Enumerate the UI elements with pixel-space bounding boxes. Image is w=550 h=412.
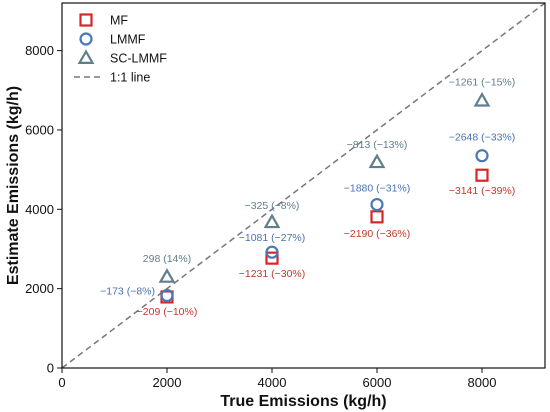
mf-point (475, 168, 489, 182)
legend-label-sc-lmmf: SC-LMMF (110, 52, 167, 66)
mf-data-label: −209 (−10%) (137, 306, 198, 318)
mf-point (370, 210, 384, 224)
lmmf-data-label: −2648 (−33%) (449, 132, 516, 144)
sc-lmmf-point (263, 213, 281, 229)
x-tick-label: 6000 (363, 375, 392, 390)
legend: MF LMMF SC-LMMF 1:1 line (74, 13, 167, 85)
y-tick-label: 6000 (25, 122, 54, 137)
lmmf-point (265, 245, 279, 259)
sc-lmmf-data-label: −813 (−13%) (347, 139, 408, 151)
y-axis: 0 2000 4000 6000 8000 (25, 43, 62, 376)
one-to-one-line (61, 2, 546, 369)
x-tick-label: 0 (58, 375, 65, 390)
lmmf-point (160, 288, 174, 303)
sc-lmmf-data-label: −1261 (−15%) (449, 77, 516, 89)
data-points (158, 91, 491, 304)
y-tick-label: 0 (47, 361, 54, 376)
sc-lmmf-data-label: 298 (14%) (143, 253, 191, 265)
sc-lmmf-data-label: −325 (−8%) (245, 200, 300, 212)
legend-marker-sc-lmmf (77, 49, 95, 64)
x-tick-label: 2000 (153, 375, 182, 390)
y-tick-label: 4000 (25, 202, 54, 217)
y-tick-label: 8000 (25, 43, 54, 58)
x-tick-label: 8000 (468, 375, 497, 390)
legend-label-mf: MF (110, 14, 128, 28)
mf-data-label: −2190 (−36%) (344, 228, 411, 240)
x-axis-label: True Emissions (kg/h) (220, 393, 386, 410)
y-tick-label: 2000 (25, 281, 54, 296)
legend-label-lmmf: LMMF (110, 33, 146, 47)
legend-marker-mf (79, 13, 93, 27)
data-labels: −209 (−10%) −1231 (−30%) −2190 (−36%) −3141… (100, 77, 515, 318)
sc-lmmf-point (368, 153, 386, 169)
lmmf-point (370, 197, 384, 212)
lmmf-data-label: −1880 (−31%) (344, 183, 411, 195)
sc-lmmf-point (473, 91, 491, 107)
mf-point (265, 251, 279, 265)
legend-label-reference-line: 1:1 line (110, 71, 150, 85)
lmmf-point (475, 149, 489, 163)
mf-data-label: −1231 (−30%) (239, 268, 306, 280)
mf-data-label: −3141 (−39%) (449, 185, 516, 197)
sc-lmmf-point (158, 268, 176, 283)
plot-frame (61, 2, 546, 369)
y-axis-label: Estimate Emissions (kg/h) (5, 86, 22, 285)
x-axis: 0 2000 4000 6000 8000 (58, 368, 496, 390)
lmmf-data-label: −173 (−8%) (100, 286, 155, 298)
x-tick-label: 4000 (258, 375, 287, 390)
lmmf-data-label: −1081 (−27%) (239, 232, 306, 244)
legend-marker-lmmf (79, 32, 93, 46)
